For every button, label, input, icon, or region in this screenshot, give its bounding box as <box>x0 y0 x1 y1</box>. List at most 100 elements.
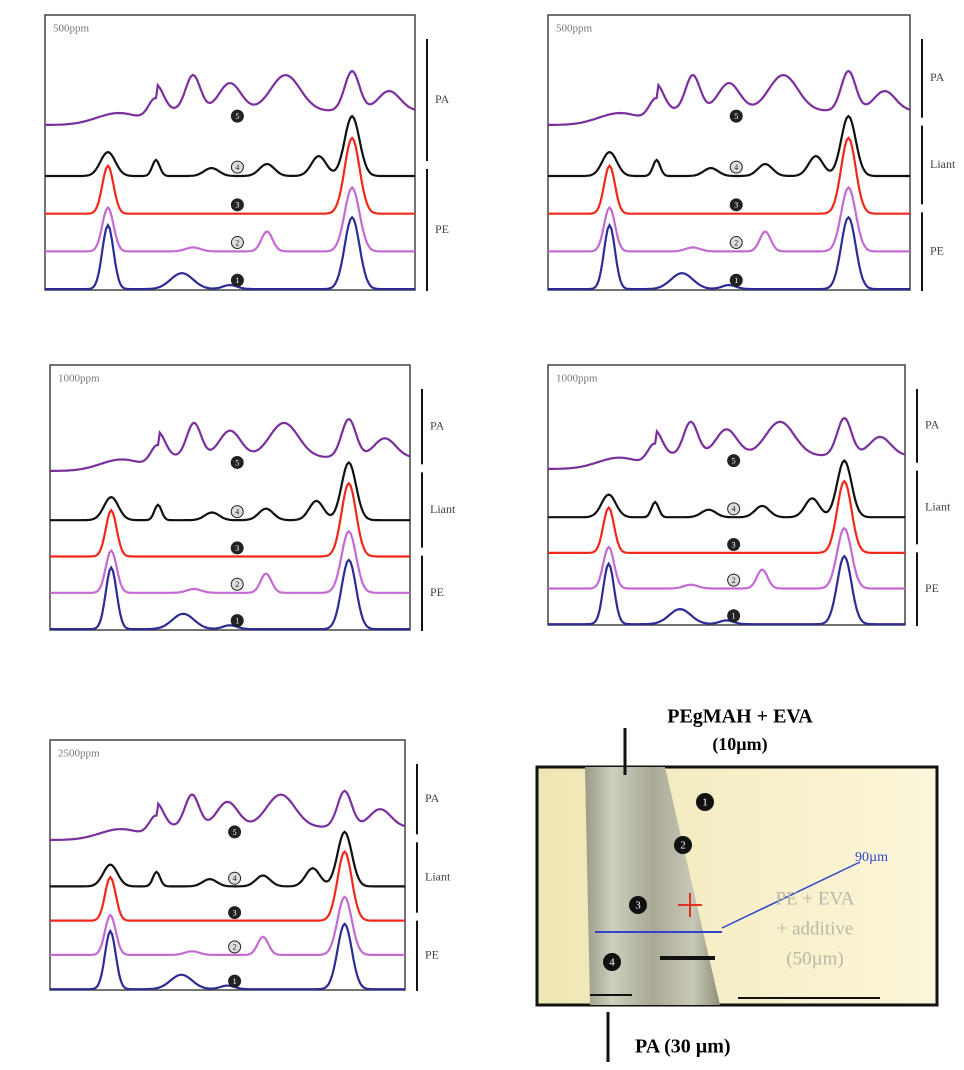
curve-marker <box>228 974 242 988</box>
curve-marker-label: 5 <box>734 112 738 121</box>
curve-marker <box>230 198 244 212</box>
curve-marker-label: 3 <box>235 201 239 210</box>
spectrum-panel: 1000ppm 5 4 3 2 1 PA Liant PE <box>547 364 951 626</box>
plot-frame <box>547 14 911 291</box>
curve-marker <box>230 541 244 555</box>
curve-marker <box>729 273 743 287</box>
curve-marker <box>228 871 242 885</box>
panel-label: 1000ppm <box>58 373 100 385</box>
spectrum-panel: 500ppm 5 4 3 2 1 PA Liant PE <box>547 14 956 291</box>
curve-marker-label: 4 <box>732 505 736 514</box>
layer-label: PE <box>430 585 444 599</box>
layer-marker-label: 3 <box>635 900 641 912</box>
spectrum-curve <box>45 136 415 215</box>
curve-marker <box>729 109 743 123</box>
spectrum-panel: 500ppm 5 4 3 2 1 PA PE <box>44 14 450 291</box>
layer-label: PE <box>930 243 944 257</box>
spectrum-curve <box>50 922 405 991</box>
curve-marker-label: 5 <box>235 458 239 467</box>
curve-marker <box>228 825 242 839</box>
curve-marker-label: 4 <box>235 507 239 516</box>
spectrum-curve <box>45 185 415 253</box>
spectrum-curve <box>548 554 905 626</box>
spectrum-curve <box>50 895 405 956</box>
spectrum-curve <box>50 481 410 558</box>
curve-marker-label: 5 <box>235 112 239 121</box>
layer-marker-label: 4 <box>609 957 615 969</box>
spectrum-curve <box>50 460 410 522</box>
spectrum-curve <box>548 526 905 590</box>
curve-marker <box>228 940 242 954</box>
curve-marker-label: 1 <box>233 977 237 986</box>
curve-marker-label: 3 <box>732 540 736 549</box>
layer-marker <box>674 836 692 854</box>
center-cross <box>678 893 702 917</box>
curve-marker <box>228 906 242 920</box>
curve-marker-label: 1 <box>734 276 738 285</box>
layer-label: PA <box>435 92 450 106</box>
micrograph: PEgMAH + EVA (10µm) 90µm PE + EVA + additive… <box>535 706 939 1062</box>
panel-label: 2500ppm <box>58 748 100 760</box>
spectrum-curve <box>45 114 415 178</box>
middle-label: PE + EVA <box>776 888 855 909</box>
spectrum-curve <box>44 69 416 127</box>
layer-marker-label: 2 <box>680 840 686 852</box>
curve-marker-label: 4 <box>734 163 738 172</box>
layer-marker <box>696 793 714 811</box>
curve-marker-label: 2 <box>732 576 736 585</box>
middle-label: (50µm) <box>786 948 843 969</box>
curve-marker <box>230 577 244 591</box>
middle-label: + additive <box>777 918 854 939</box>
curve-marker-label: 2 <box>235 580 239 589</box>
plot-frame <box>547 364 906 626</box>
spectrum-curve <box>548 459 905 519</box>
curve-marker <box>727 609 741 623</box>
scale-label: 90µm <box>855 850 888 865</box>
panel-label: 500ppm <box>556 23 593 35</box>
curve-marker-label: 2 <box>233 943 237 952</box>
curve-marker <box>727 454 741 468</box>
curve-marker-label: 1 <box>732 612 736 621</box>
spectrum-curve <box>49 789 406 842</box>
plot-frame <box>49 739 406 991</box>
curve-marker <box>729 198 743 212</box>
top-label: PEgMAH + EVA <box>667 706 813 728</box>
layer-label: Liant <box>425 869 451 883</box>
spectrum-curve <box>49 417 411 473</box>
panel-label: 1000ppm <box>556 373 598 385</box>
panel-label: 500ppm <box>53 23 90 35</box>
layer-label: PE <box>925 581 939 595</box>
spectrum-panel: 1000ppm 5 4 3 2 1 PA Liant PE <box>49 364 456 631</box>
layer-marker-label: 1 <box>702 797 708 809</box>
curve-marker-label: 5 <box>732 456 736 465</box>
spectrum-curve <box>547 416 906 471</box>
spectrum-curve <box>50 849 405 922</box>
curve-marker <box>230 614 244 628</box>
spectrum-curve <box>548 114 910 178</box>
curve-marker <box>230 109 244 123</box>
curve-marker-label: 3 <box>233 908 237 917</box>
curve-marker-label: 4 <box>235 163 239 172</box>
plot-frame <box>44 14 416 291</box>
top-thickness: (10µm) <box>712 734 767 755</box>
curve-marker <box>230 236 244 250</box>
layer-label: PA <box>925 418 940 432</box>
layer-label: PE <box>435 222 449 236</box>
film-cross-section <box>585 767 720 1005</box>
scale-pointer <box>721 861 861 929</box>
curve-marker-label: 3 <box>235 544 239 553</box>
curve-marker <box>230 160 244 174</box>
curve-marker <box>729 160 743 174</box>
layer-label: Liant <box>430 502 456 516</box>
layer-label: Liant <box>925 499 951 513</box>
spectrum-curve <box>548 479 905 554</box>
curve-marker <box>727 537 741 551</box>
spectrum-curve <box>548 215 910 291</box>
spectrum-curve <box>548 136 910 215</box>
spectrum-curve <box>50 830 405 888</box>
spectrum-curve <box>50 558 410 631</box>
layer-marker <box>603 953 621 971</box>
curve-marker <box>230 505 244 519</box>
plot-frame <box>49 364 411 631</box>
